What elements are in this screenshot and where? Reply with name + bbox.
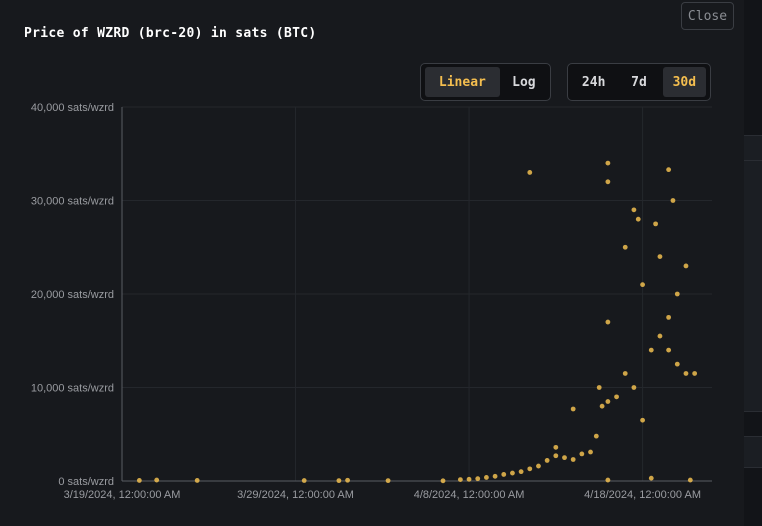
data-point (674, 291, 680, 297)
data-point (605, 477, 611, 483)
background-card (744, 160, 762, 412)
x-tick-label: 3/29/2024, 12:00:00 AM (237, 489, 354, 501)
range-24h-button[interactable]: 24h (581, 74, 606, 90)
data-point (527, 466, 533, 472)
data-point (475, 476, 481, 482)
data-point (692, 371, 698, 376)
data-point (336, 478, 342, 484)
scale-log-button[interactable]: Log (512, 74, 536, 90)
range-7d-button[interactable]: 7d (631, 74, 647, 90)
data-point (136, 478, 142, 483)
data-point (622, 371, 628, 376)
data-point (492, 473, 498, 479)
data-point (553, 453, 559, 459)
modal-title: Price of WZRD (brc-20) in sats (BTC) (24, 26, 317, 41)
data-point (657, 333, 663, 339)
data-point (657, 254, 663, 259)
data-point (596, 385, 602, 390)
data-point (605, 319, 611, 325)
data-point (553, 444, 559, 450)
y-tick-label: 10,000 sats/wzrd (31, 383, 114, 395)
data-point (605, 160, 611, 166)
y-tick-label: 20,000 sats/wzrd (31, 289, 114, 301)
data-point (544, 458, 550, 463)
data-point (687, 477, 693, 483)
chart-grid (121, 106, 712, 481)
price-chart: 0 sats/wzrd 10,000 sats/wzrd 20,000 sats/w… (0, 100, 744, 520)
range-30d-button[interactable]: 30d (662, 67, 706, 97)
data-point (674, 361, 680, 367)
data-point (527, 170, 533, 175)
y-tick-label: 40,000 sats/wzrd (31, 102, 114, 114)
data-point (605, 179, 611, 185)
data-point (666, 314, 672, 320)
data-point (579, 451, 585, 457)
x-tick-label: 4/8/2024, 12:00:00 AM (414, 489, 525, 501)
data-point (194, 478, 200, 483)
data-point (640, 282, 645, 288)
data-point (510, 470, 515, 476)
data-point (518, 469, 524, 475)
data-point (593, 433, 599, 439)
data-point (631, 385, 637, 390)
x-axis-labels: 3/19/2024, 12:00:00 AM 3/29/2024, 12:00:0… (64, 489, 701, 501)
data-point (653, 221, 659, 227)
data-point (605, 399, 611, 404)
x-tick-label: 4/18/2024, 12:00:00 AM (584, 489, 701, 501)
scale-toggle: Linear Log (420, 63, 551, 101)
data-point (345, 477, 350, 483)
data-point (683, 263, 689, 269)
close-button[interactable]: Close (681, 2, 734, 30)
scale-linear-button[interactable]: Linear (425, 67, 500, 97)
data-point (683, 371, 689, 376)
data-point (440, 478, 446, 484)
data-point (536, 463, 541, 469)
data-point (614, 394, 619, 400)
data-point (599, 403, 605, 409)
data-point (666, 347, 672, 353)
data-point (635, 216, 641, 222)
data-point (385, 478, 391, 484)
data-point (457, 477, 463, 482)
range-toggle: 24h 7d 30d (567, 63, 711, 101)
data-point (501, 472, 507, 477)
chart-svg: 0 sats/wzrd 10,000 sats/wzrd 20,000 sats/w… (31, 102, 712, 501)
data-point (588, 449, 593, 455)
data-point (670, 198, 676, 203)
data-point (570, 406, 576, 412)
chart-points (136, 160, 698, 484)
x-tick-label: 3/19/2024, 12:00:00 AM (64, 489, 181, 501)
y-axis-labels: 0 sats/wzrd 10,000 sats/wzrd 20,000 sats/w… (31, 102, 114, 488)
data-point (666, 167, 672, 173)
background-card (744, 436, 762, 468)
data-point (570, 457, 576, 462)
data-point (484, 475, 489, 480)
data-point (648, 475, 654, 481)
chart-axes (121, 107, 712, 482)
data-point (466, 476, 472, 482)
data-point (562, 455, 567, 461)
data-point (154, 477, 160, 483)
data-point (631, 207, 637, 213)
data-point (640, 417, 645, 423)
data-point (622, 244, 628, 250)
data-point (301, 478, 307, 483)
y-tick-label: 30,000 sats/wzrd (31, 196, 114, 208)
background-card (744, 135, 762, 162)
data-point (648, 347, 654, 353)
price-chart-modal: Price of WZRD (brc-20) in sats (BTC) Clo… (0, 0, 744, 526)
y-tick-label: 0 sats/wzrd (58, 476, 114, 488)
